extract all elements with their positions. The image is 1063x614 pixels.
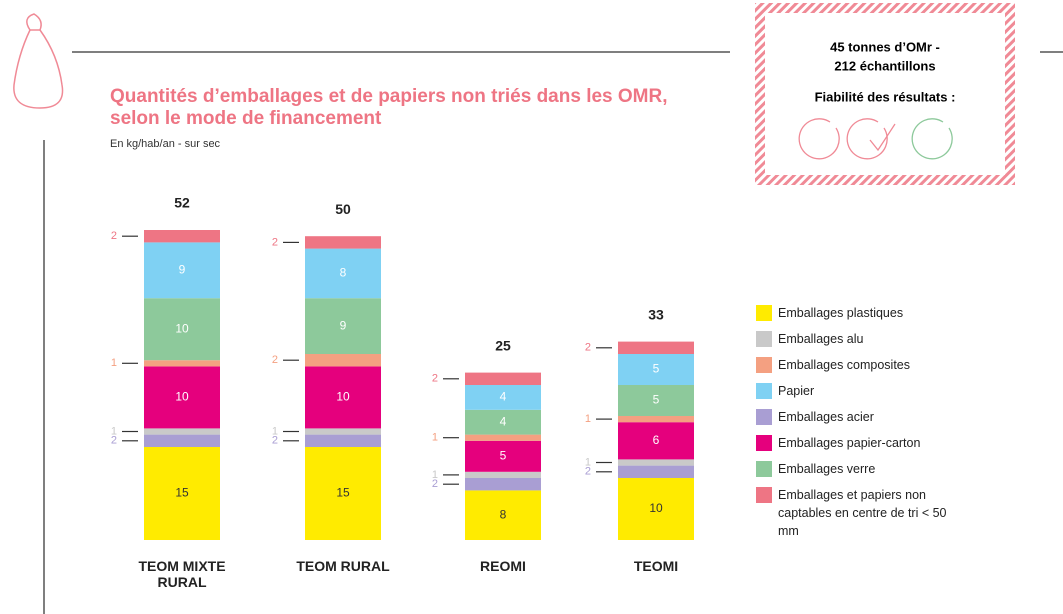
segment-label: 15 xyxy=(336,486,350,500)
total-label: 50 xyxy=(335,201,351,217)
bar-segment xyxy=(618,354,694,385)
bag-icon xyxy=(13,13,64,109)
bar-segment xyxy=(618,416,694,423)
segment-label: 2 xyxy=(111,435,117,447)
bar-segment xyxy=(144,434,220,447)
bar-segment xyxy=(465,409,541,435)
bar-segment xyxy=(305,298,381,354)
reliability-icons xyxy=(798,118,953,160)
segment-label: 2 xyxy=(111,230,117,242)
segment-label: 10 xyxy=(336,390,350,404)
bar-segment xyxy=(618,465,694,478)
segment-label: 6 xyxy=(653,433,660,447)
segment-label: 2 xyxy=(585,466,591,478)
segment-label: 10 xyxy=(649,501,663,515)
legend-swatch xyxy=(756,435,772,451)
legend-label: Emballages alu xyxy=(778,332,864,346)
segment-label: 2 xyxy=(272,236,278,248)
segment-label: 1 xyxy=(111,425,117,437)
chart-title: selon le mode de financement xyxy=(110,108,382,129)
bar-segment xyxy=(465,478,541,491)
legend-swatch xyxy=(756,487,772,503)
bar-segment xyxy=(144,447,220,540)
bar-segment xyxy=(618,422,694,460)
box-text: 212 échantillons xyxy=(834,58,935,73)
segment-label: 10 xyxy=(175,321,189,335)
bar-segment xyxy=(618,385,694,416)
bar-segment xyxy=(144,242,220,299)
legend-swatch xyxy=(756,461,772,477)
segment-label: 10 xyxy=(175,390,189,404)
bar-segment xyxy=(305,366,381,429)
bar-segment xyxy=(144,360,220,367)
segment-label: 1 xyxy=(432,469,438,481)
bar-segment xyxy=(305,447,381,540)
segment-label: 8 xyxy=(500,507,507,521)
segment-label: 5 xyxy=(653,362,660,376)
segment-label: 15 xyxy=(175,486,189,500)
legend-swatch xyxy=(756,331,772,347)
legend-label: Emballages composites xyxy=(778,358,911,372)
bar-segment xyxy=(465,471,541,478)
bar-segment xyxy=(144,230,220,243)
legend-label: Emballages et papiers non captables en c… xyxy=(778,488,947,538)
legend-swatch xyxy=(756,357,772,373)
x-tick-label: TEOMI xyxy=(633,558,679,574)
segment-label: 4 xyxy=(500,414,507,428)
chart-title: Quantités d’emballages et de papiers non… xyxy=(110,86,668,107)
bar-segment xyxy=(305,236,381,249)
bar-segment xyxy=(618,341,694,354)
bar-segment xyxy=(144,298,220,361)
bar-segment xyxy=(305,428,381,435)
segment-label: 8 xyxy=(340,266,347,280)
bar-segment xyxy=(618,459,694,466)
bar-segment xyxy=(305,354,381,367)
legend-swatch xyxy=(756,305,772,321)
segment-label: 2 xyxy=(432,478,438,490)
box-text: Fiabilité des résultats : xyxy=(815,89,956,104)
bar-segment xyxy=(465,385,541,410)
segment-label: 5 xyxy=(500,448,507,462)
segment-label: 1 xyxy=(585,456,591,468)
legend-label: Emballages papier-carton xyxy=(778,436,921,450)
legend-label: Emballages acier xyxy=(778,410,874,424)
legend-label: Emballages plastiques xyxy=(778,306,904,320)
chart-subtitle: En kg/hab/an - sur sec xyxy=(110,138,221,150)
segment-label: 2 xyxy=(585,342,591,354)
segment-label: 9 xyxy=(340,318,347,332)
bar-segment xyxy=(465,434,541,441)
x-tick-label: REOMI xyxy=(480,558,526,574)
bar-segment xyxy=(465,372,541,385)
segment-label: 4 xyxy=(500,390,507,404)
bar-segment xyxy=(305,248,381,299)
segment-label: 5 xyxy=(653,393,660,407)
segment-label: 1 xyxy=(111,357,117,369)
box-text: 45 tonnes d’OMr - xyxy=(830,39,940,54)
segment-label: 1 xyxy=(585,413,591,425)
x-tick-label: TEOM RURAL xyxy=(296,558,390,574)
bar-segment xyxy=(618,478,694,540)
legend-swatch xyxy=(756,383,772,399)
legend-label: Emballages verre xyxy=(778,462,876,476)
legend-label: Papier xyxy=(778,384,815,398)
segment-label: 2 xyxy=(432,373,438,385)
bar-segment xyxy=(465,440,541,472)
x-tick-label: TEOM MIXTE RURAL xyxy=(138,558,226,590)
bar-segment xyxy=(144,428,220,435)
total-label: 33 xyxy=(648,306,664,322)
bar-segment xyxy=(305,434,381,447)
segment-label: 1 xyxy=(432,432,438,444)
bar-segment xyxy=(144,366,220,429)
segment-label: 2 xyxy=(272,435,278,447)
total-label: 52 xyxy=(174,195,190,211)
segment-label: 9 xyxy=(179,262,186,276)
bar-segment xyxy=(465,490,541,540)
total-label: 25 xyxy=(495,337,511,353)
legend-swatch xyxy=(756,409,772,425)
segment-label: 2 xyxy=(272,354,278,366)
segment-label: 1 xyxy=(272,425,278,437)
